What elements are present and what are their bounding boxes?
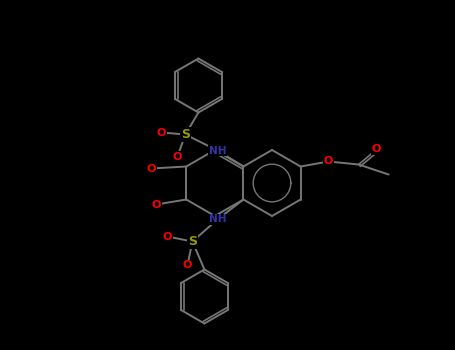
Text: O: O — [173, 152, 182, 161]
Text: NH: NH — [209, 146, 226, 155]
Text: S: S — [188, 235, 197, 248]
Text: O: O — [163, 231, 172, 242]
Text: O: O — [147, 163, 156, 174]
Text: O: O — [183, 260, 192, 271]
Text: NH: NH — [209, 215, 226, 224]
Text: O: O — [157, 127, 166, 138]
Text: O: O — [372, 145, 381, 154]
Text: S: S — [181, 128, 190, 141]
Text: O: O — [152, 199, 161, 210]
Text: O: O — [324, 156, 333, 167]
